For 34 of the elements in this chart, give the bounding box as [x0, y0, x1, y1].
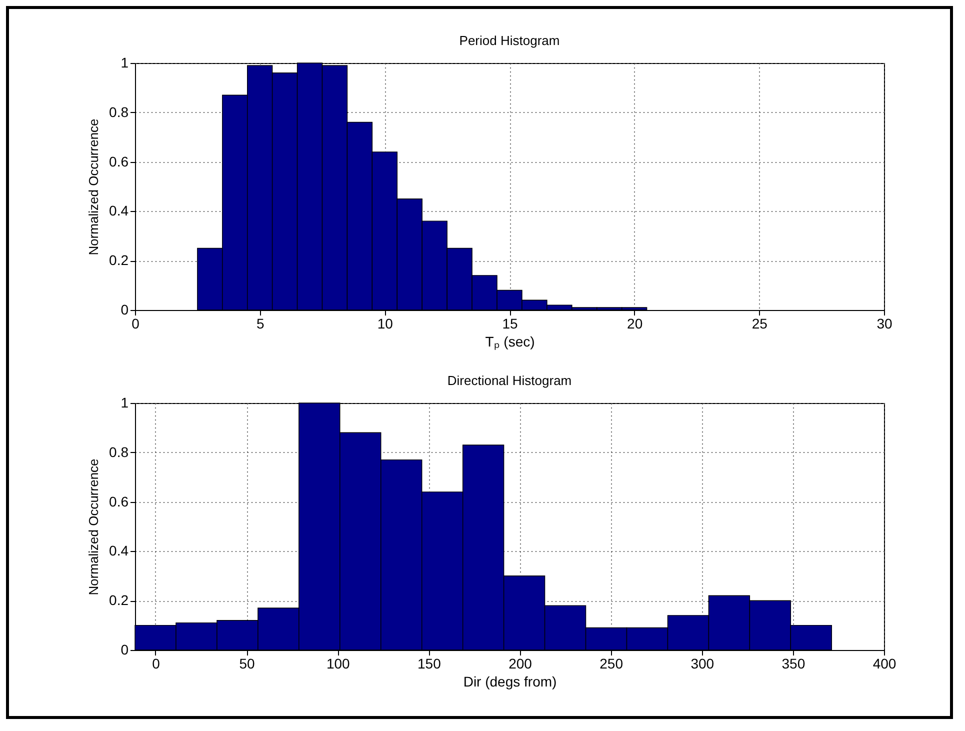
- x-tick-label: 50: [239, 656, 256, 672]
- x-tick-label: 200: [508, 656, 532, 672]
- y-tick-label: 0.6: [109, 493, 129, 510]
- chart-title: Directional Histogram: [447, 373, 572, 388]
- x-tick-label: 100: [326, 656, 350, 672]
- chart-title: Period Histogram: [459, 33, 560, 48]
- y-tick-label: 1: [120, 54, 129, 70]
- y-tick-label: 0.8: [109, 104, 129, 120]
- x-tick-label: 300: [690, 656, 714, 672]
- y-tick-label: 0: [120, 302, 129, 318]
- y-axis-title: Normalized Occurrence: [86, 458, 102, 596]
- y-tick-label: 0.6: [109, 153, 129, 170]
- x-axis-title: Tₚ (sec): [485, 334, 535, 350]
- x-tick-label: 25: [752, 316, 768, 332]
- x-tick-label: 150: [418, 656, 442, 672]
- y-tick-label: 0.4: [109, 202, 129, 219]
- x-tick-label: 10: [377, 316, 394, 332]
- x-axis-title: Dir (degs from): [463, 674, 557, 690]
- x-tick-label: 30: [876, 316, 892, 332]
- y-tick-label: 0.4: [109, 542, 129, 559]
- y-tick-label: 0.8: [109, 444, 129, 460]
- x-tick-label: 5: [256, 316, 264, 332]
- x-tick-label: 250: [600, 656, 624, 672]
- y-tick-label: 1: [120, 394, 129, 410]
- x-tick-label: 0: [152, 656, 160, 672]
- y-tick-label: 0.2: [109, 252, 129, 268]
- y-tick-label: 0: [120, 642, 129, 658]
- x-tick-label: 15: [502, 316, 518, 332]
- x-tick-label: 350: [782, 656, 806, 672]
- x-tick-label: 0: [132, 316, 140, 332]
- x-tick-label: 20: [627, 316, 643, 332]
- x-tick-label: 400: [872, 656, 896, 672]
- y-axis-title: Normalized Occurrence: [86, 118, 102, 256]
- y-tick-label: 0.2: [109, 592, 129, 608]
